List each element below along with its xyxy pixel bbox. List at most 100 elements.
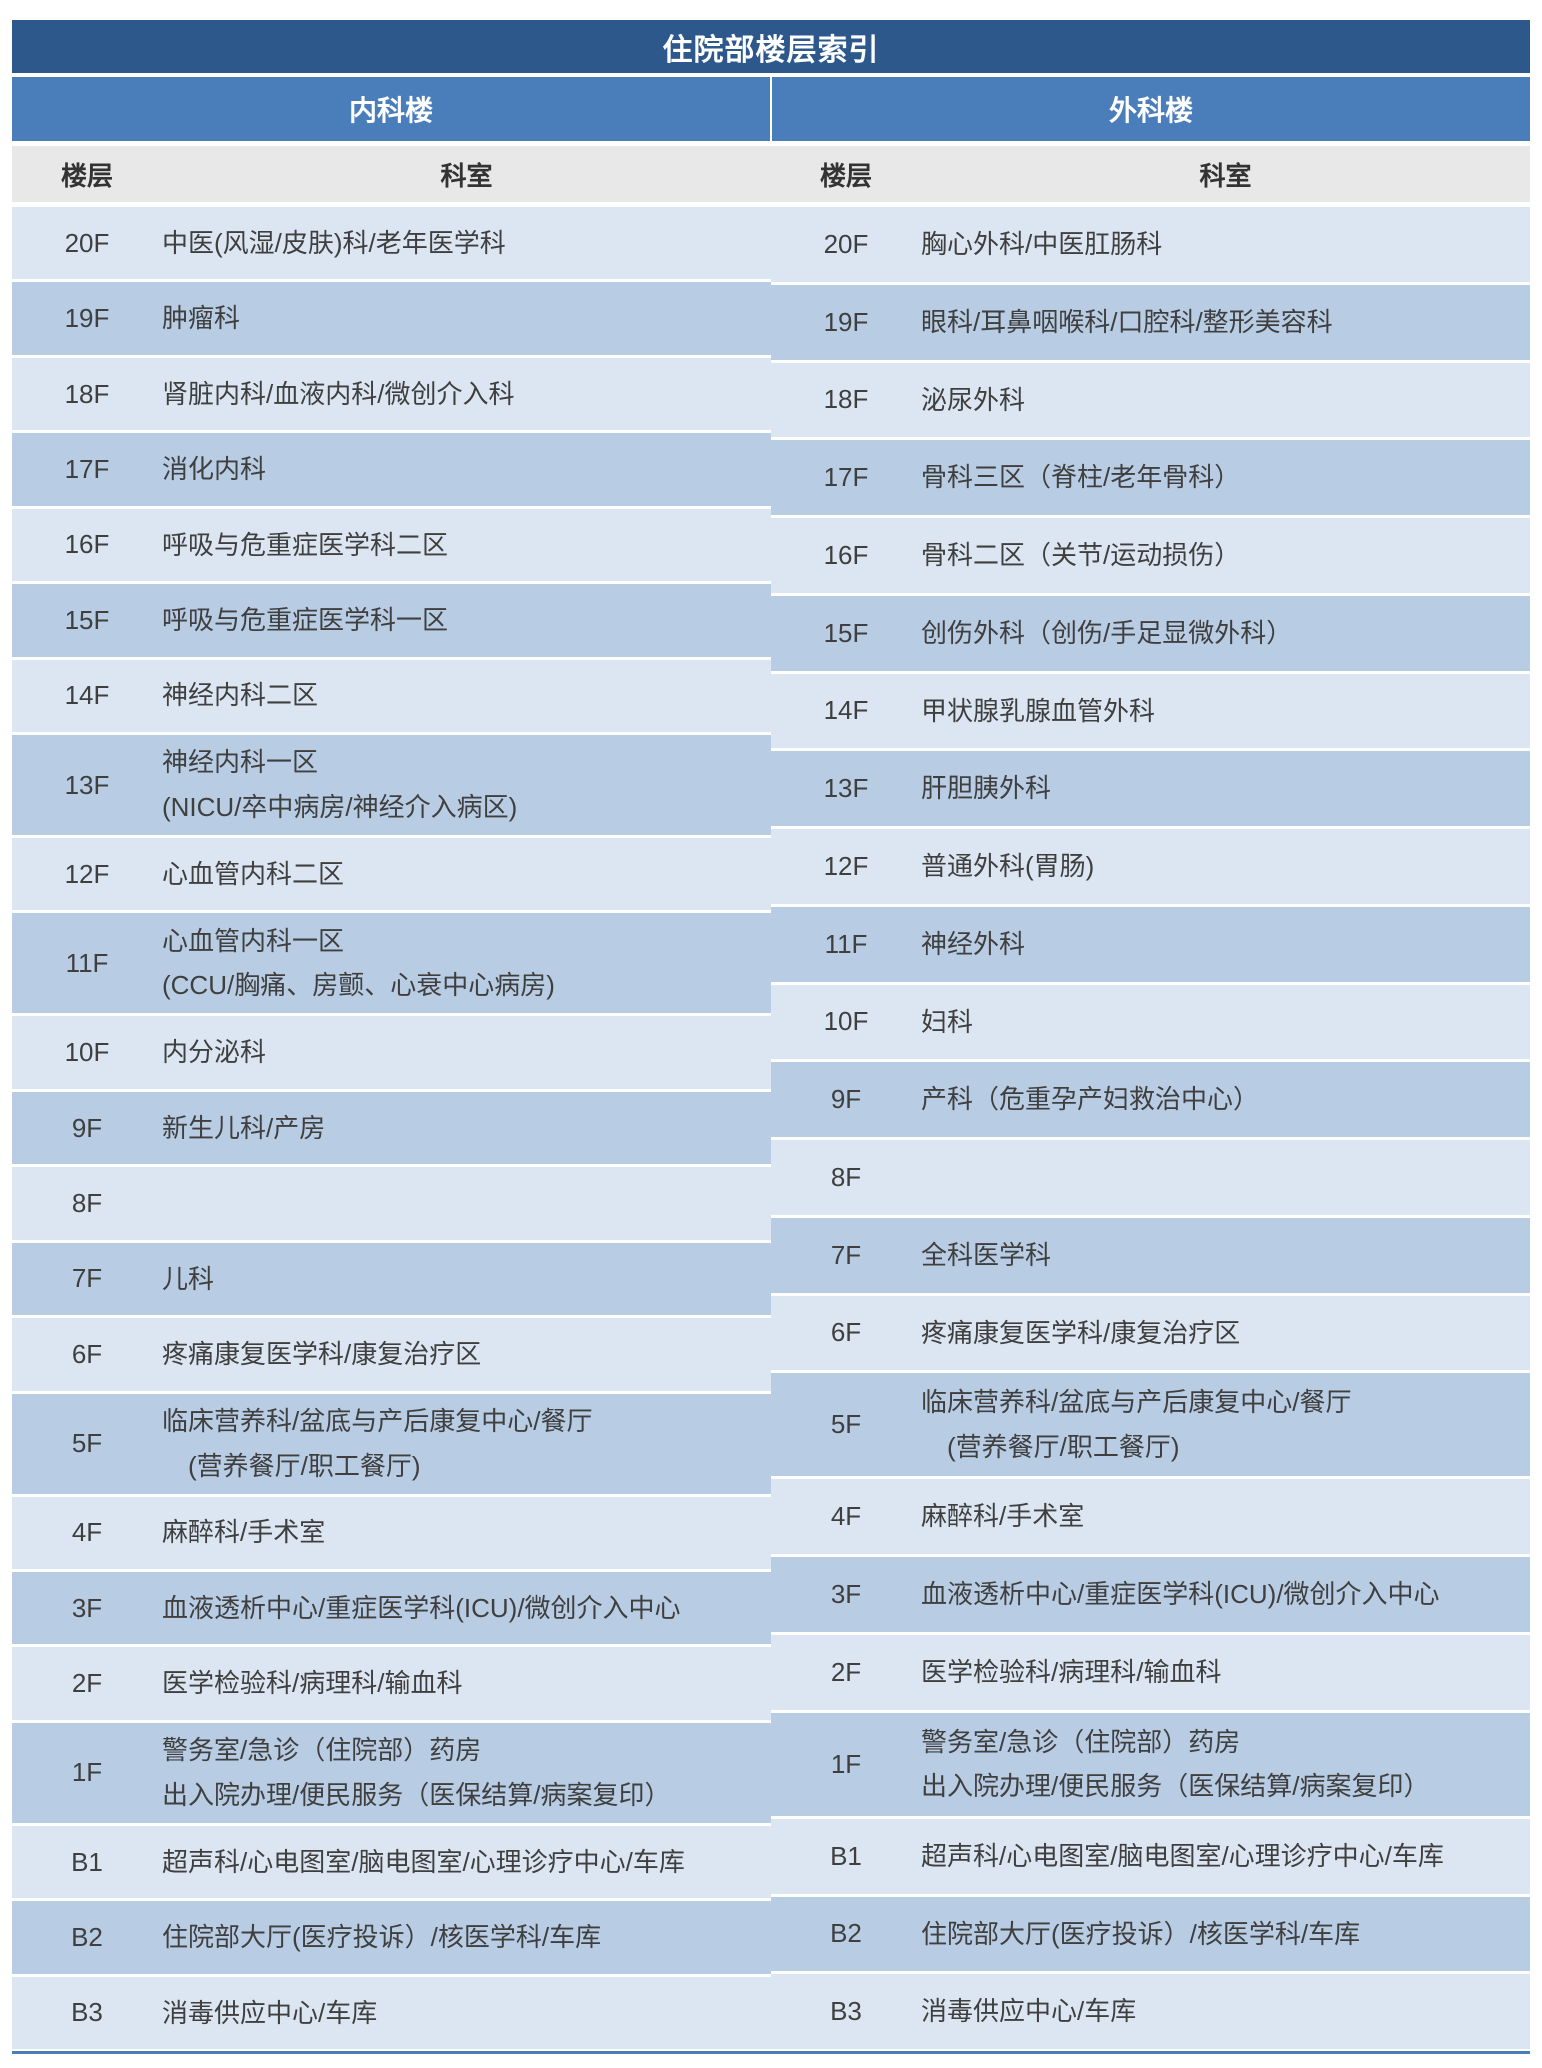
- department-text: 神经内科一区: [162, 747, 319, 778]
- floor-row-3f: 3F 血液透析中心/重症医学科(ICU)/微创介入中心: [12, 1571, 771, 1645]
- department-text: 全科医学科: [921, 1239, 1052, 1270]
- floor-label: 10F: [823, 1006, 869, 1037]
- department-text: 临床营养科/盆底与产后康复中心/餐厅: [162, 1405, 593, 1436]
- department-cell: 住院部大厅(医疗投诉）/核医学科/车库: [921, 1912, 1530, 1957]
- department-cell: 甲状腺乳腺血管外科: [921, 689, 1530, 734]
- department-cell: 神经内科二区: [162, 673, 771, 718]
- floor-label: 10F: [64, 1037, 110, 1068]
- department-text: 消毒供应中心/车库: [921, 1996, 1137, 2027]
- floor-row-14f: 14F 甲状腺乳腺血管外科: [771, 673, 1530, 749]
- building-header-row: 内科楼 外科楼: [12, 77, 1530, 141]
- department-text: 肝胆胰外科: [921, 773, 1052, 804]
- floor-label: 20F: [64, 227, 110, 258]
- floor-row-13f: 13F 神经内科一区 (NICU/卒中病房/神经介入病区): [12, 735, 771, 836]
- floor-label: 18F: [64, 378, 110, 409]
- department-cell: 警务室/急诊（住院部）药房 出入院办理/便民服务（医保结算/病案复印）: [162, 1728, 771, 1817]
- floor-label: 8F: [71, 1188, 103, 1218]
- department-cell: 普通外科(胃肠): [921, 844, 1530, 889]
- department-text: 肾脏内科/血液内科/微创介入科: [162, 378, 515, 409]
- floor-label: 6F: [830, 1317, 862, 1348]
- floor-row-7f: 7F 儿科: [12, 1242, 771, 1316]
- department-text: 神经外科: [921, 928, 1026, 959]
- department-cell: 血液透析中心/重症医学科(ICU)/微创介入中心: [921, 1572, 1530, 1617]
- department-cell: 胸心外科/中医肛肠科: [921, 222, 1530, 267]
- department-text: 神经内科二区: [162, 680, 319, 711]
- department-text: 住院部大厅(医疗投诉）/核医学科/车库: [162, 1922, 602, 1953]
- floor-label: 9F: [830, 1084, 862, 1115]
- floor-label: 17F: [823, 462, 869, 493]
- floor-column-header: 楼层: [819, 160, 872, 191]
- floor-row-b3: B3 消毒供应中心/车库: [771, 1974, 1530, 2050]
- department-text: 血液透析中心/重症医学科(ICU)/微创介入中心: [921, 1579, 1440, 1610]
- department-cell: 消毒供应中心/车库: [162, 1991, 771, 2036]
- department-text: 肿瘤科: [162, 303, 241, 334]
- floor-row-2f: 2F 医学检验科/病理科/输血科: [12, 1647, 771, 1720]
- department-text: 内分泌科: [162, 1037, 267, 1068]
- floor-label: B2: [830, 1918, 862, 1949]
- floor-label: 7F: [830, 1239, 862, 1270]
- surgery-rows: 20F 胸心外科/中医肛肠科 19F 眼科/耳鼻咽喉科/口腔科/整形美容科 18F 泌尿外…: [771, 207, 1530, 2050]
- floor-label: 1F: [830, 1748, 862, 1779]
- department-text: 疼痛康复医学科/康复治疗区: [162, 1339, 482, 1370]
- floor-label: 14F: [823, 695, 869, 726]
- floor-label: 2F: [830, 1656, 862, 1687]
- floor-row-19f: 19F 眼科/耳鼻咽喉科/口腔科/整形美容科: [771, 284, 1530, 360]
- page-title: 住院部楼层索引: [12, 20, 1530, 73]
- department-cell: 超声科/心电图室/脑电图室/心理诊疗中心/车库: [921, 1834, 1530, 1879]
- department-cell: 神经内科一区 (NICU/卒中病房/神经介入病区): [162, 740, 771, 829]
- floor-label: 19F: [64, 303, 110, 334]
- department-text-line2: (CCU/胸痛、房颤、心衰中心病房): [162, 970, 555, 1001]
- floor-label: 4F: [71, 1517, 103, 1548]
- floor-label: 15F: [64, 604, 110, 635]
- department-text: 消毒供应中心/车库: [162, 1997, 378, 2028]
- floor-label: B2: [71, 1921, 103, 1952]
- department-text: 胸心外科/中医肛肠科: [921, 229, 1163, 260]
- department-text: 医学检验科/病理科/输血科: [921, 1656, 1222, 1687]
- floor-row-b1: B1 超声科/心电图室/脑电图室/心理诊疗中心/车库: [771, 1818, 1530, 1894]
- department-cell: 肝胆胰外科: [921, 766, 1530, 811]
- floor-label: B3: [71, 1997, 103, 2028]
- department-text: 超声科/心电图室/脑电图室/心理诊疗中心/车库: [921, 1840, 1444, 1871]
- floor-row-13f: 13F 肝胆胰外科: [771, 751, 1530, 826]
- department-cell: 肾脏内科/血液内科/微创介入科: [162, 372, 771, 417]
- department-text: 疼痛康复医学科/康复治疗区: [921, 1317, 1241, 1348]
- floor-label: B1: [830, 1840, 862, 1871]
- floor-row-b1: B1 超声科/心电图室/脑电图室/心理诊疗中心/车库: [12, 1825, 771, 1899]
- column-header-row: 楼层 科室 楼层 科室: [12, 146, 1530, 202]
- floor-row-10f: 10F 内分泌科: [12, 1016, 771, 1089]
- internal-medicine-rows: 20F 中医(风湿/皮肤)科/老年医学科 19F 肿瘤科 18F 肾脏内科/血液内科/微创…: [12, 207, 771, 2050]
- floor-row-8f: 8F: [12, 1167, 771, 1240]
- department-cell: 骨科二区（关节/运动损伤）: [921, 533, 1530, 578]
- column-header-right: 楼层 科室: [771, 146, 1530, 202]
- department-text: 警务室/急诊（住院部）药房: [921, 1726, 1241, 1757]
- department-text-line2: 出入院办理/便民服务（医保结算/病案复印）: [921, 1771, 1430, 1802]
- floor-label: 12F: [823, 850, 869, 881]
- department-cell: 呼吸与危重症医学科二区: [162, 523, 771, 568]
- department-text-line2: (营养餐厅/职工餐厅): [921, 1431, 1180, 1462]
- department-cell: 内分泌科: [162, 1030, 771, 1075]
- floor-row-16f: 16F 呼吸与危重症医学科二区: [12, 508, 771, 582]
- floor-row-20f: 20F 中医(风湿/皮肤)科/老年医学科: [12, 207, 771, 280]
- department-text: 普通外科(胃肠): [921, 851, 1095, 882]
- department-cell: 妇科: [921, 1000, 1530, 1045]
- department-cell: 消毒供应中心/车库: [921, 1989, 1530, 2034]
- floor-label: 9F: [71, 1112, 103, 1143]
- department-cell: 住院部大厅(医疗投诉）/核医学科/车库: [162, 1915, 771, 1960]
- department-cell: 创伤外科（创伤/手足显微外科）: [921, 611, 1530, 656]
- floor-row-8f: 8F: [771, 1140, 1530, 1215]
- department-text: 心血管内科一区: [162, 925, 345, 956]
- floor-label: 16F: [823, 539, 869, 570]
- department-cell: 肿瘤科: [162, 296, 771, 341]
- department-cell: 呼吸与危重症医学科一区: [162, 598, 771, 643]
- department-text: 麻醉科/手术室: [921, 1501, 1085, 1532]
- department-text-line2: (NICU/卒中病房/神经介入病区): [162, 792, 518, 823]
- floor-label: 14F: [64, 680, 110, 711]
- floor-row-3f: 3F 血液透析中心/重症医学科(ICU)/微创介入中心: [771, 1557, 1530, 1632]
- floor-label: 19F: [823, 306, 869, 337]
- floor-label: 16F: [64, 529, 110, 560]
- floor-label: 8F: [830, 1161, 862, 1192]
- department-cell: 骨科三区（脊柱/老年骨科）: [921, 455, 1530, 500]
- floor-row-b2: B2 住院部大厅(医疗投诉）/核医学科/车库: [771, 1896, 1530, 1972]
- department-text: 呼吸与危重症医学科一区: [162, 605, 449, 636]
- department-cell: 中医(风湿/皮肤)科/老年医学科: [162, 221, 771, 266]
